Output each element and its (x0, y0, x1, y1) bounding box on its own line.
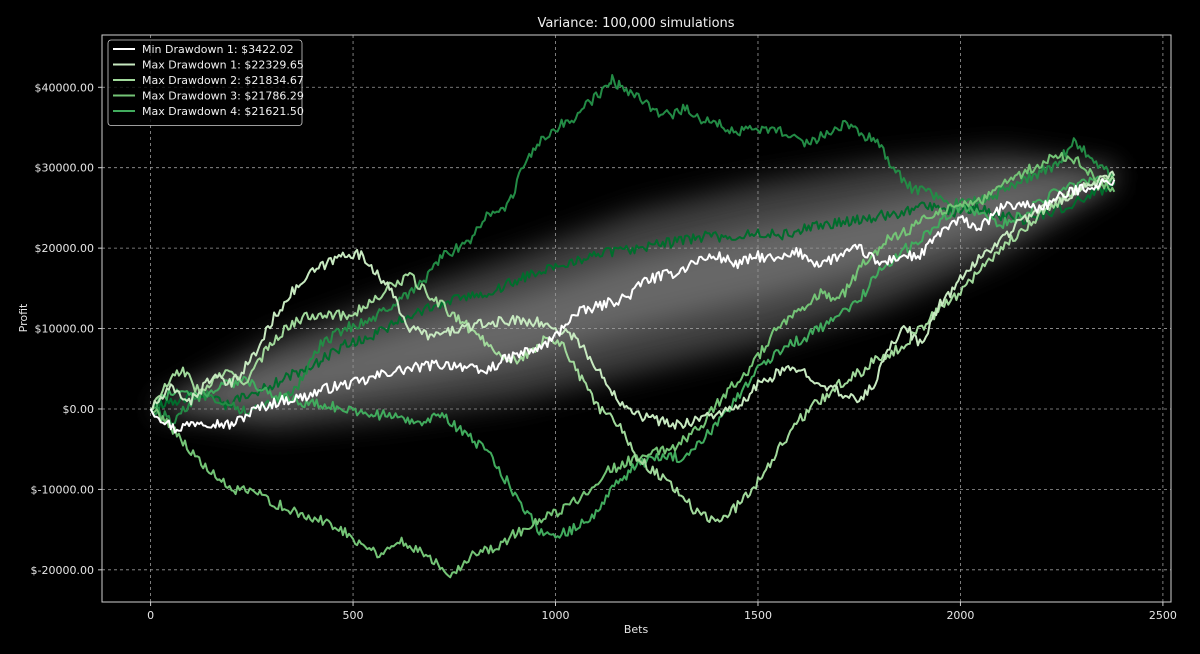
series-line-4 (149, 151, 1116, 579)
x-tick-label: 1500 (744, 609, 772, 622)
x-tick-label: 0 (147, 609, 154, 622)
y-tick-label: $0.00 (63, 403, 95, 416)
y-axis-ticks: $-20000.00 $-10000.00 $0.00 $10000.00 $20000… (31, 81, 102, 577)
legend: Min Drawdown 1: $3422.02 Max Drawdown 1: … (107, 39, 304, 126)
x-axis-ticks: 0 500 1000 1500 2000 2500 (147, 602, 1177, 622)
y-tick-label: $-10000.00 (31, 483, 94, 496)
series-line-5 (150, 173, 1115, 539)
plot-frame (101, 34, 1172, 603)
y-axis-label: Profit (17, 303, 30, 332)
y-tick-label: $20000.00 (35, 242, 95, 255)
legend-entry: Min Drawdown 1: $3422.02 (142, 43, 294, 56)
x-tick-label: 2000 (946, 609, 974, 622)
legend-entry: Max Drawdown 4: $21621.50 (142, 105, 304, 118)
series-line-1 (149, 178, 1116, 434)
x-axis-label: Bets (624, 623, 649, 636)
legend-entry: Max Drawdown 3: $21786.29 (142, 90, 304, 103)
legend-box (107, 39, 303, 126)
series-line-3 (150, 175, 1116, 523)
x-tick-label: 2500 (1149, 609, 1177, 622)
y-tick-label: $-20000.00 (31, 564, 94, 577)
series-lines (149, 74, 1116, 579)
chart-title: Variance: 100,000 simulations (537, 16, 734, 31)
series-line-7 (150, 183, 1115, 411)
y-tick-label: $10000.00 (35, 323, 95, 336)
legend-entry: Max Drawdown 1: $22329.65 (142, 59, 304, 72)
y-tick-label: $40000.00 (35, 81, 95, 94)
series-line-6 (149, 74, 1116, 425)
series-line-2 (150, 170, 1116, 430)
x-tick-label: 1000 (542, 609, 570, 622)
x-tick-label: 500 (343, 609, 364, 622)
legend-entry: Max Drawdown 2: $21834.67 (142, 74, 304, 87)
y-tick-label: $30000.00 (35, 162, 95, 175)
